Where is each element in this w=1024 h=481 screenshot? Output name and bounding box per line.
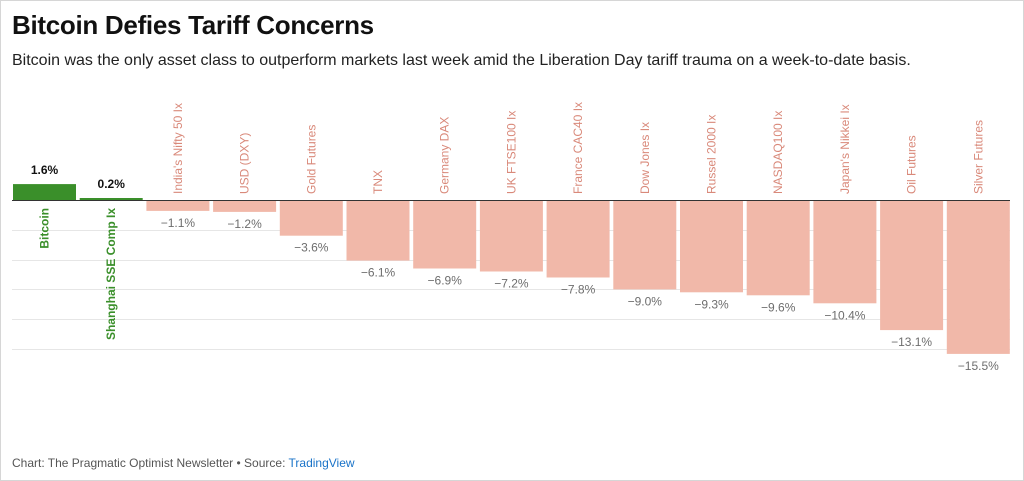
value-label: −9.0% [628,294,663,308]
bar-uk-ftse100-ix [479,200,543,272]
value-label: −9.6% [761,300,796,314]
category-label: Germany DAX [438,117,452,194]
value-label: −10.4% [824,308,865,322]
category-label: India's Nifty 50 Ix [171,103,185,194]
bar-nasdaq100-ix [746,200,810,296]
bar-tnx [346,200,410,261]
value-label: 1.6% [31,163,59,177]
value-label: −9.3% [694,297,729,311]
value-label: −1.1% [161,216,196,230]
category-label: Dow Jones Ix [638,122,652,194]
bar-japan-s-nikkei-ix [813,200,877,304]
category-label: Silver Futures [971,120,985,194]
value-label: 0.2% [98,177,126,191]
bar-silver-futures [946,200,1010,354]
bar-bitcoin [13,184,76,200]
category-label: Oil Futures [905,135,919,194]
value-label: −13.1% [891,335,932,349]
category-label: TNX [371,170,385,194]
category-label: Japan's Nikkei Ix [838,104,852,194]
category-label: Gold Futures [304,125,318,194]
source-credit: Chart: The Pragmatic Optimist Newsletter… [12,456,289,470]
bar-india-s-nifty-50-ix [146,200,210,211]
source-link[interactable]: TradingView [288,456,355,470]
category-label: Bitcoin [38,208,52,249]
bar-germany-dax [413,200,477,269]
category-label: USD (DXY) [238,133,252,194]
category-label: UK FTSE100 Ix [504,111,518,194]
chart-title: Bitcoin Defies Tariff Concerns [12,10,374,40]
value-label: −6.9% [428,274,463,288]
value-label: −1.2% [227,217,262,231]
category-label: NASDAQ100 Ix [771,111,785,194]
bar-oil-futures [880,200,944,331]
bar-russel-2000-ix [680,200,743,293]
value-label: −3.6% [294,241,329,255]
value-label: −7.8% [561,283,596,297]
category-label: France CAC40 Ix [571,102,585,194]
bar-shanghai-sse-comp-ix [79,198,143,200]
bar-france-cac40-ix [546,200,610,278]
bar-usd-dxy- [213,200,277,212]
chart-footer: Chart: The Pragmatic Optimist Newsletter… [12,456,355,470]
chart-subtitle: Bitcoin was the only asset class to outp… [12,52,911,69]
category-label: Russel 2000 Ix [705,115,719,194]
value-label: −7.2% [494,277,529,291]
value-label: −15.5% [958,359,999,373]
bar-gold-futures [279,200,343,236]
bar-dow-jones-ix [613,200,677,290]
value-label: −6.1% [361,266,396,280]
category-label: Shanghai SSE Comp Ix [104,208,118,340]
